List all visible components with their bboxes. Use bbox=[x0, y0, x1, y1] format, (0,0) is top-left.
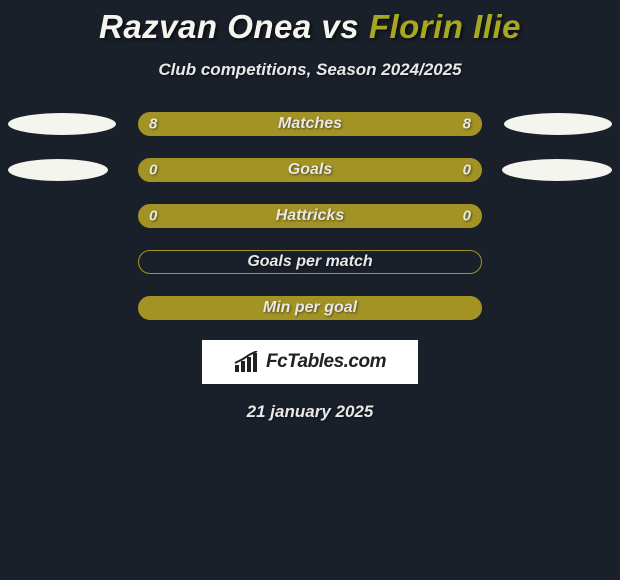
vs-text: vs bbox=[321, 8, 359, 45]
stats-rows: 8 Matches 8 0 Goals 0 0 Hattricks 0 Goals per mat… bbox=[0, 112, 620, 320]
indicator-ellipse-left bbox=[8, 159, 108, 181]
stat-bar: Min per goal bbox=[138, 296, 482, 320]
stat-value-right: 0 bbox=[463, 162, 471, 179]
stat-label: Goals per match bbox=[247, 253, 372, 271]
logo-text: FcTables.com bbox=[266, 351, 386, 373]
stat-value-right: 8 bbox=[463, 116, 471, 133]
stat-value-left: 0 bbox=[149, 208, 157, 225]
player-left-name: Razvan Onea bbox=[99, 8, 312, 45]
stat-row: 8 Matches 8 bbox=[0, 112, 620, 136]
stat-label: Goals bbox=[288, 161, 332, 179]
date-text: 21 january 2025 bbox=[0, 402, 620, 422]
stat-row: Min per goal bbox=[0, 296, 620, 320]
comparison-title: Razvan Onea vs Florin Ilie bbox=[0, 0, 620, 46]
stat-value-left: 0 bbox=[149, 162, 157, 179]
stat-row: 0 Goals 0 bbox=[0, 158, 620, 182]
stat-row: 0 Hattricks 0 bbox=[0, 204, 620, 228]
stat-bar: 8 Matches 8 bbox=[138, 112, 482, 136]
stat-value-right: 0 bbox=[463, 208, 471, 225]
subtitle: Club competitions, Season 2024/2025 bbox=[0, 60, 620, 80]
chart-icon bbox=[234, 351, 262, 373]
stat-bar: 0 Hattricks 0 bbox=[138, 204, 482, 228]
stat-value-left: 8 bbox=[149, 116, 157, 133]
player-right-name: Florin Ilie bbox=[369, 8, 521, 45]
indicator-ellipse-right bbox=[504, 113, 612, 135]
indicator-ellipse-left bbox=[8, 113, 116, 135]
logo-box: FcTables.com bbox=[202, 340, 418, 384]
stat-label: Min per goal bbox=[263, 299, 357, 317]
indicator-ellipse-right bbox=[502, 159, 612, 181]
stat-row: Goals per match bbox=[0, 250, 620, 274]
stat-label: Matches bbox=[278, 115, 342, 133]
stat-label: Hattricks bbox=[276, 207, 344, 225]
stat-bar: 0 Goals 0 bbox=[138, 158, 482, 182]
stat-bar: Goals per match bbox=[138, 250, 482, 274]
